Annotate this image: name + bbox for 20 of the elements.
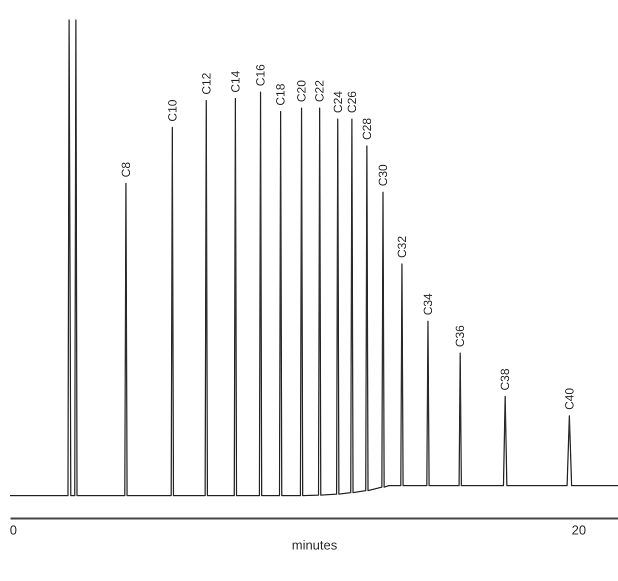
annotation: C30 bbox=[376, 164, 390, 186]
annotation: C34 bbox=[420, 292, 435, 316]
annotation: C32 bbox=[394, 236, 409, 258]
annotation: C22 bbox=[312, 80, 327, 102]
x-tick-label: 20 bbox=[572, 522, 586, 538]
annotation: C18 bbox=[274, 83, 288, 106]
x-axis-title: minutes bbox=[292, 538, 338, 552]
annotation: C20 bbox=[294, 80, 309, 102]
annotation: C38 bbox=[498, 368, 512, 390]
annotation: C26 bbox=[344, 90, 359, 114]
annotation: C16 bbox=[254, 64, 268, 86]
annotation: C28 bbox=[360, 118, 374, 140]
annotation: C24 bbox=[330, 90, 345, 114]
annotation: C8 bbox=[118, 162, 133, 178]
annotation: C36 bbox=[453, 324, 468, 348]
annotation: C10 bbox=[165, 99, 180, 122]
x-tick-label: 0 bbox=[10, 522, 17, 538]
annotation: C12 bbox=[199, 72, 214, 95]
annotation: C40 bbox=[562, 388, 576, 410]
annotation: C14 bbox=[228, 70, 242, 93]
